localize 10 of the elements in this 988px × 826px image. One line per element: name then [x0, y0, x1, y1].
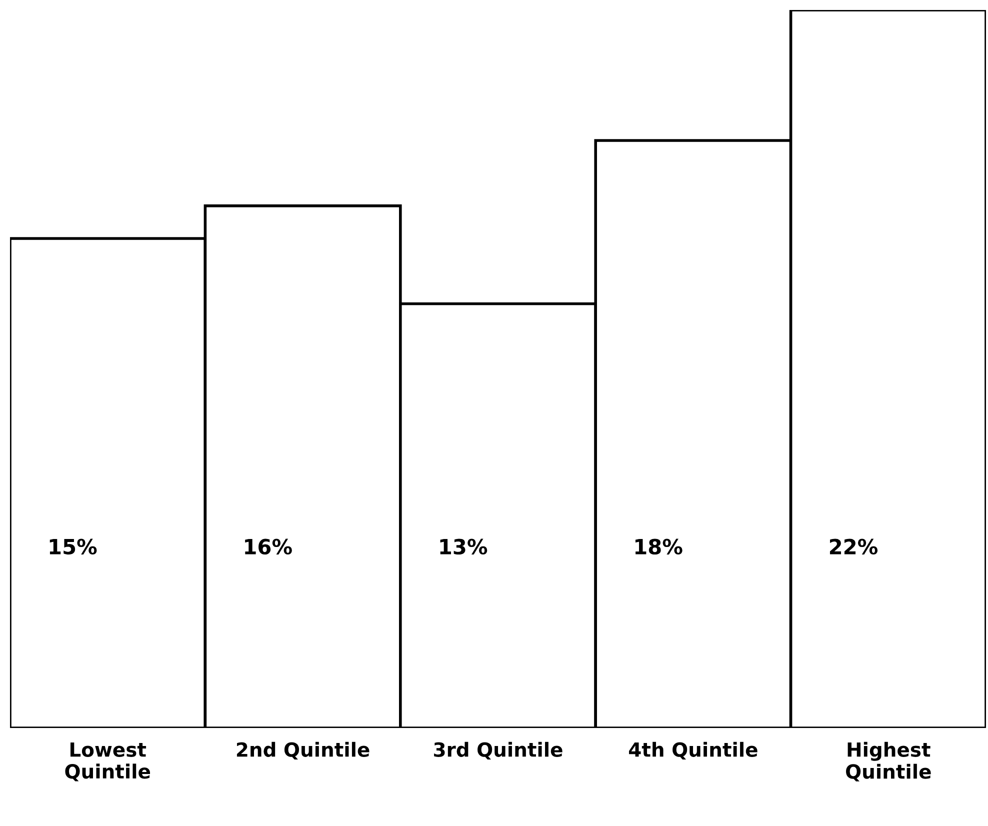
- x-tick-label: 4th Quintile: [629, 742, 758, 760]
- data-label: 15%: [50, 538, 97, 555]
- data-label: 22%: [830, 538, 878, 555]
- data-label: 16%: [245, 538, 292, 555]
- x-tick-label: Highest Quintile: [846, 742, 931, 782]
- x-tick-label: 3rd Quintile: [434, 742, 562, 760]
- data-label: 13%: [440, 538, 488, 555]
- x-tick-label: Lowest Quintile: [65, 742, 150, 782]
- x-tick-label: 2nd Quintile: [236, 742, 370, 760]
- data-label: 18%: [635, 538, 682, 555]
